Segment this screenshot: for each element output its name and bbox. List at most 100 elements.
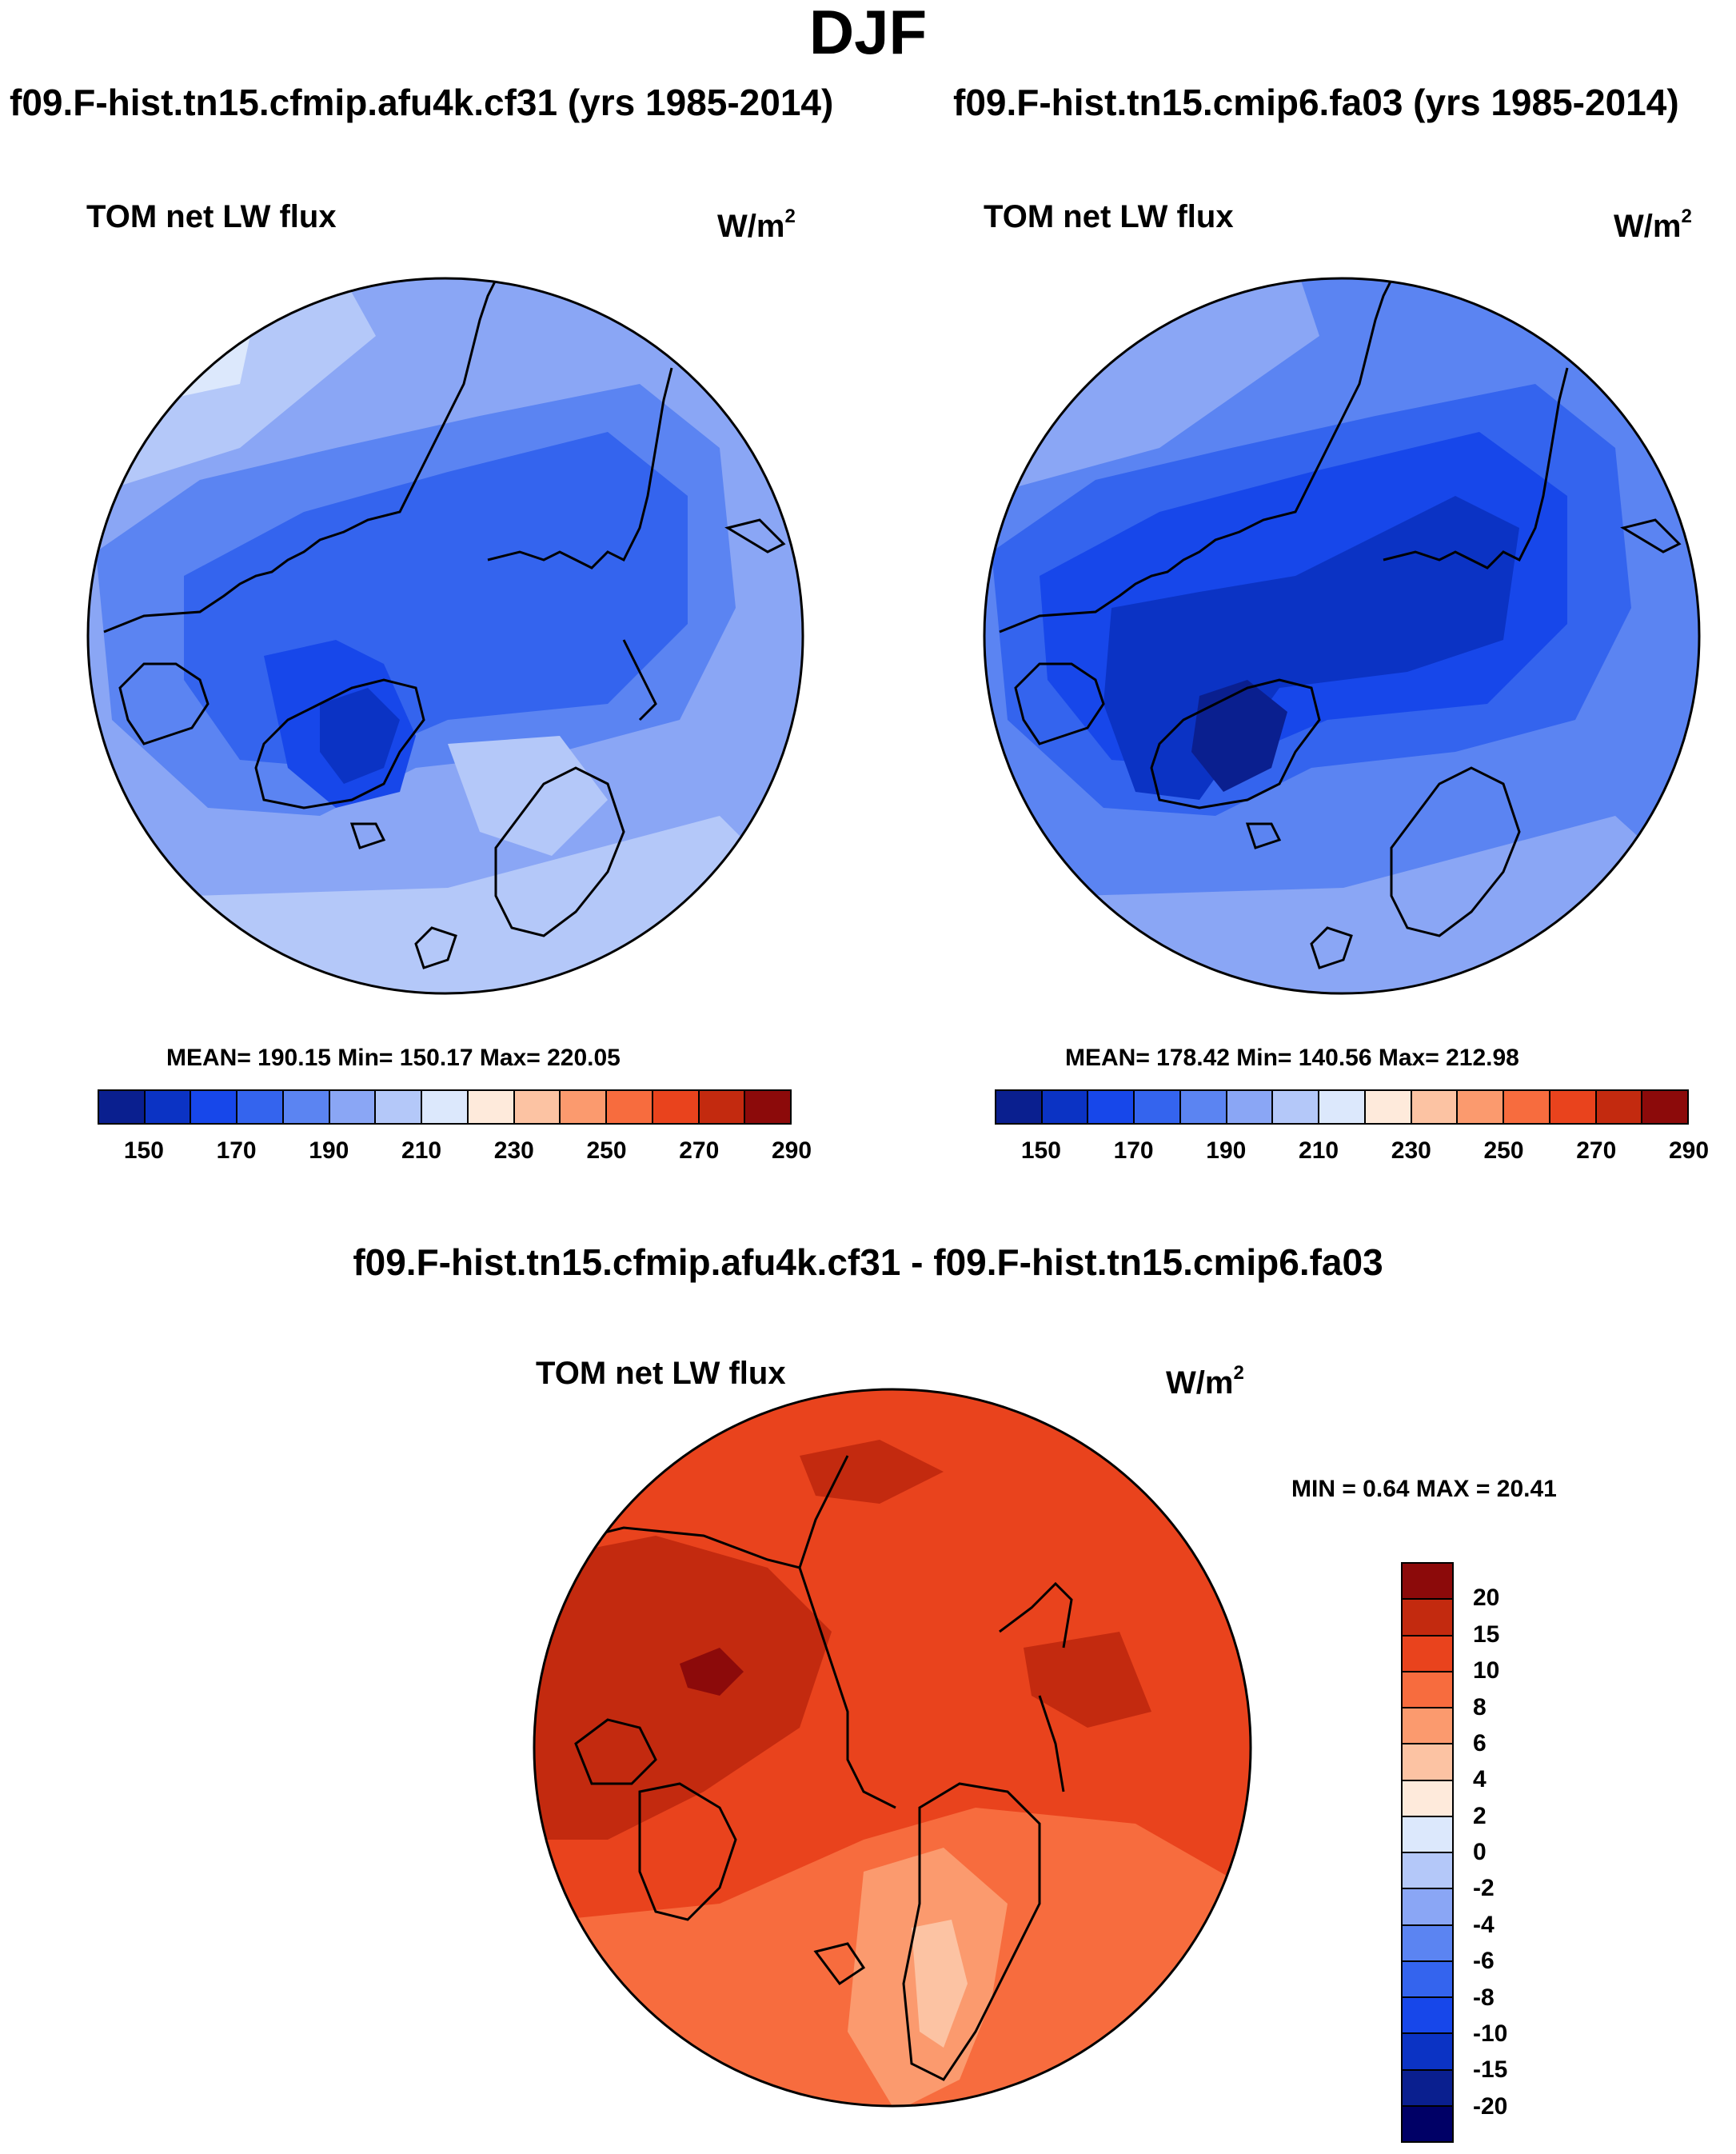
- panel2-colorbar-swatch: [1411, 1091, 1459, 1123]
- panel3-colorbar-swatch: [1403, 2034, 1452, 2071]
- panel2-field-band: [1103, 496, 1519, 800]
- panel2-field-base: [984, 278, 1699, 993]
- panel1-colorbar-swatch: [329, 1091, 377, 1123]
- panel2-field: [984, 278, 1699, 993]
- panel3-field-band: [1024, 1632, 1151, 1728]
- panel3-colorbar-tick-label: 20: [1473, 1585, 1500, 1612]
- panel1-stats: MEAN= 190.15 Min= 150.17 Max= 220.05: [166, 1045, 621, 1071]
- panel1-colorbar-tick-label: 170: [216, 1137, 257, 1164]
- panel2-colorbar-tick-label: 270: [1576, 1137, 1617, 1164]
- panel2-colorbar-swatch: [1135, 1091, 1181, 1123]
- panel3-field-band: [800, 1440, 944, 1504]
- panel3-coastlines: [559, 1455, 1073, 2081]
- panel3-units: W/m2: [1166, 1362, 1244, 1401]
- panel2-colorbar-tick-label: 170: [1113, 1137, 1154, 1164]
- figure-title: DJF: [808, 0, 928, 67]
- panel2-colorbar-swatch: [1042, 1091, 1089, 1123]
- panel1-colorbar-tick-label: 250: [586, 1137, 627, 1164]
- panel2-stats: MEAN= 178.42 Min= 140.56 Max= 212.98: [1065, 1045, 1519, 1071]
- panel1-coastlines: [103, 278, 786, 969]
- panel3-colorbar-tick-label: -10: [1473, 2020, 1508, 2047]
- panel3-colorbar-tick-label: 4: [1473, 1766, 1487, 1793]
- panel1-field-band: [88, 278, 376, 496]
- panel1-case-title: f09.F-hist.tn15.cfmip.afu4k.cf31 (yrs 19…: [10, 82, 834, 123]
- panel3-colorbar-tick-label: -4: [1473, 1911, 1495, 1938]
- panel2-colorbar-tick-label: 190: [1206, 1137, 1247, 1164]
- panel2-field-band: [1080, 816, 1699, 993]
- panel1-colorbar-tick-label: 290: [771, 1137, 812, 1164]
- panel2-colorbar-tick-label: 290: [1668, 1137, 1710, 1164]
- panel1-colorbar-swatch: [376, 1091, 423, 1123]
- panel1-colorbar-tick-label: 270: [679, 1137, 720, 1164]
- panel3-colorbar-swatch: [1403, 1636, 1452, 1672]
- panel2-colorbar-tick-label: 250: [1483, 1137, 1524, 1164]
- panel3-colorbar-tick-label: 0: [1473, 1839, 1487, 1865]
- panel1-colorbar-tick-label: 230: [493, 1137, 534, 1164]
- panel3-field: [534, 1389, 1251, 2106]
- panel3-colorbar-swatch: [1403, 1780, 1452, 1817]
- panel2-coastlines: [999, 278, 1682, 969]
- panel2-colorbar-tick-label: 150: [1020, 1137, 1061, 1164]
- panel3-colorbar-swatch: [1403, 1708, 1452, 1745]
- panel1-colorbar-swatch: [283, 1091, 330, 1123]
- panel1-colorbar-swatch: [699, 1091, 746, 1123]
- panel3-colorbar-tick-label: -6: [1473, 1948, 1495, 1975]
- panel2-map-border: [983, 277, 1701, 995]
- panel3-colorbar-swatch: [1403, 1889, 1452, 1926]
- panel3-colorbar-swatch: [1403, 1672, 1452, 1708]
- panel1-colorbar-swatch: [237, 1091, 284, 1123]
- panel1-colorbar-swatch: [99, 1091, 146, 1123]
- panel1-units: W/m2: [717, 206, 796, 244]
- panel2-colorbar-swatch: [1088, 1091, 1135, 1123]
- panel3-field-band: [848, 1848, 1008, 2106]
- panel3-field-band: [560, 1808, 1247, 2106]
- panel2-case-title: f09.F-hist.tn15.cmip6.fa03 (yrs 1985-201…: [953, 82, 1679, 123]
- panel1-variable-title: TOM net LW flux: [86, 199, 337, 234]
- panel1-colorbar-swatch: [191, 1091, 238, 1123]
- panel1-colorbar-tick-label: 210: [401, 1137, 442, 1164]
- panel3-colorbar-swatch: [1403, 1600, 1452, 1636]
- panel3-stats: MIN = 0.64 MAX = 20.41: [1291, 1476, 1557, 1502]
- panel1-colorbar-swatch: [145, 1091, 192, 1123]
- panel3-map-border: [533, 1388, 1252, 2108]
- panel1-map-border: [86, 277, 804, 995]
- panel1-field-band: [184, 432, 688, 768]
- panel3-colorbar-tick-label: -8: [1473, 1984, 1495, 2011]
- panel3-colorbar-swatch: [1403, 2106, 1452, 2141]
- panel3-field-band: [534, 1536, 832, 1840]
- panel3-colorbar-tick-label: -2: [1473, 1875, 1495, 1902]
- panel1-colorbar-swatch: [468, 1091, 515, 1123]
- panel2-colorbar-swatch: [1458, 1091, 1505, 1123]
- panel2-colorbar-swatch: [1365, 1091, 1412, 1123]
- panel3-colorbar-tick-label: 2: [1473, 1802, 1487, 1829]
- panel2-field-band: [992, 384, 1631, 816]
- panel1-field: [88, 278, 803, 993]
- panel2-colorbar-tick-label: 210: [1299, 1137, 1339, 1164]
- panel3-colorbar-tick-label: -15: [1473, 2056, 1508, 2084]
- panel2-units: W/m2: [1614, 206, 1692, 244]
- panel3-field-base: [534, 1389, 1251, 2106]
- panel3-colorbar-swatch: [1403, 1961, 1452, 1998]
- panel3-colorbar-swatch: [1403, 1816, 1452, 1853]
- panel3-colorbar-tick-label: 10: [1473, 1657, 1500, 1684]
- panel3-colorbar-tick-label: 6: [1473, 1729, 1487, 1756]
- panel3-field-band: [680, 1648, 744, 1696]
- panel3-colorbar: [1401, 1562, 1454, 2143]
- panel2-colorbar-swatch: [1550, 1091, 1597, 1123]
- panel3-field-band: [912, 1920, 968, 2048]
- panel3-colorbar-swatch: [1403, 1925, 1452, 1962]
- panel1-field-base: [88, 278, 803, 993]
- panel1-colorbar-swatch: [422, 1091, 469, 1123]
- panel1-field-band: [448, 736, 608, 856]
- panel3-colorbar-tick-label: 8: [1473, 1693, 1487, 1720]
- panel3-colorbar-swatch: [1403, 1998, 1452, 2035]
- panel3-colorbar-swatch: [1403, 1853, 1452, 1890]
- panel1-field-band: [88, 278, 264, 416]
- panel2-field-band: [984, 278, 1319, 496]
- panel2-colorbar-swatch: [1180, 1091, 1227, 1123]
- panel2-colorbar-swatch: [1319, 1091, 1366, 1123]
- panel1-colorbar: [98, 1089, 792, 1125]
- panel3-colorbar-swatch: [1403, 2070, 1452, 2107]
- panel2-colorbar-swatch: [1642, 1091, 1688, 1123]
- panel2-colorbar: [995, 1089, 1689, 1125]
